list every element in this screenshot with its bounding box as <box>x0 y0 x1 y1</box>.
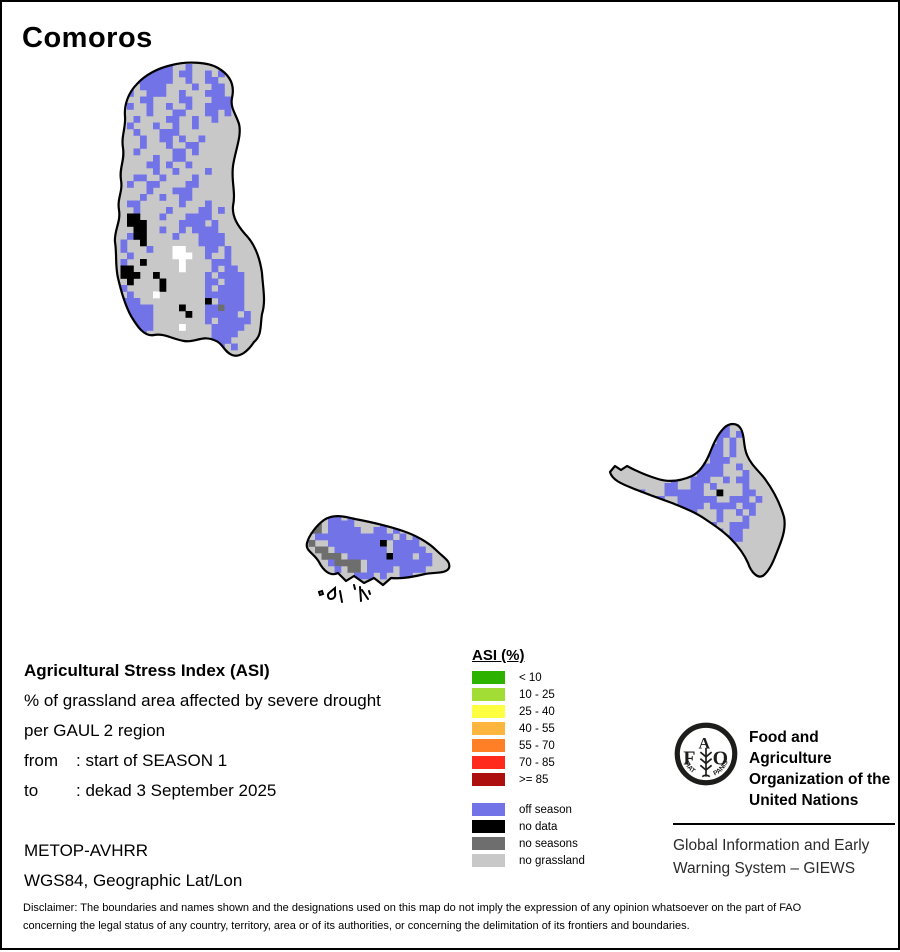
legend-extra-row: off season <box>472 803 585 816</box>
legend-extra-swatch <box>472 803 505 816</box>
fao-branding-top: F A O FIAT PANIS Food and Agriculture Or… <box>673 721 897 811</box>
legend-class-swatch <box>472 688 505 701</box>
legend-class-swatch <box>472 705 505 718</box>
legend-class-swatch <box>472 671 505 684</box>
legend-extra-list: off season no data no seasons no grassland <box>472 803 585 867</box>
islet <box>326 585 337 601</box>
giews-line: Warning System – GIEWS <box>673 860 856 877</box>
islet <box>368 590 371 595</box>
legend-class-label: < 10 <box>519 671 542 684</box>
legend-class-swatch <box>472 773 505 786</box>
legend-extra-row: no grassland <box>472 854 585 867</box>
giews-label: Global Information and Early Warning Sys… <box>673 834 897 880</box>
islet <box>339 590 343 603</box>
legend-class-row: >= 85 <box>472 773 585 786</box>
to-label: to <box>24 781 39 800</box>
legend-class-label: 25 - 40 <box>519 705 555 718</box>
asi-heading: Agricultural Stress Index (ASI) <box>24 661 270 680</box>
sensor-label: METOP-AVHRR <box>24 841 149 860</box>
org-name-line: Organization of the <box>749 771 891 788</box>
legend-class-list: < 10 10 - 25 25 - 40 40 - 55 55 - 70 70 - 85 >… <box>472 671 585 786</box>
island-southeast <box>608 422 786 578</box>
legend-class-row: 25 - 40 <box>472 705 585 718</box>
legend-class-label: 70 - 85 <box>519 756 555 769</box>
legend-extra-swatch <box>472 854 505 867</box>
fao-org-name: Food and Agriculture Organization of the… <box>749 721 897 811</box>
legend-class-label: 10 - 25 <box>519 688 555 701</box>
period-from-row: from : start of SEASON 1 <box>24 746 381 776</box>
legend-extra-label: no data <box>519 820 558 833</box>
source-block: METOP-AVHRR WGS84, Geographic Lat/Lon <box>24 836 242 896</box>
asi-description-line1: % of grassland area affected by severe d… <box>24 691 381 710</box>
disclaimer: Disclaimer: The boundaries and names sho… <box>23 900 801 935</box>
asi-description-line2: per GAUL 2 region <box>24 721 166 740</box>
legend-extra-label: no grassland <box>519 854 585 867</box>
disclaimer-line: Disclaimer: The boundaries and names sho… <box>23 902 802 914</box>
from-value: : start of SEASON 1 <box>76 751 228 770</box>
disclaimer-line: concerning the legal status of any count… <box>23 919 690 932</box>
legend-class-row: < 10 <box>472 671 585 684</box>
legend-extra-label: no seasons <box>519 837 578 850</box>
logo-letter-o: O <box>713 747 728 769</box>
fao-branding: F A O FIAT PANIS Food and Agriculture Or… <box>673 721 897 880</box>
islet <box>359 586 362 602</box>
islet <box>317 589 325 597</box>
legend-extra-swatch <box>472 820 505 833</box>
legend-class-row: 55 - 70 <box>472 739 585 752</box>
legend-class-label: 55 - 70 <box>519 739 555 752</box>
island-southwest-cells <box>308 516 433 580</box>
logo-letter-a: A <box>698 735 710 752</box>
legend-class-swatch <box>472 739 505 752</box>
legend-class-label: 40 - 55 <box>519 722 555 735</box>
legend-extra-row: no seasons <box>472 837 585 850</box>
projection-label: WGS84, Geographic Lat/Lon <box>24 871 243 890</box>
islet <box>353 584 356 590</box>
islet <box>361 589 369 600</box>
legend-title: ASI (%) <box>472 647 525 664</box>
island-north-outline <box>113 61 266 357</box>
island-north <box>113 61 266 357</box>
giews-line: Global Information and Early <box>673 837 870 854</box>
brand-divider <box>673 823 895 825</box>
legend-class-row: 40 - 55 <box>472 722 585 735</box>
wheat-ear-icon <box>699 748 713 778</box>
info-block: Agricultural Stress Index (ASI) % of gra… <box>24 656 381 806</box>
page-title: Comoros <box>22 22 153 54</box>
period-to-row: to : dekad 3 September 2025 <box>24 776 381 806</box>
legend-class-row: 10 - 25 <box>472 688 585 701</box>
legend-class-row: 70 - 85 <box>472 756 585 769</box>
island-north-cells <box>114 64 251 351</box>
logo-letter-f: F <box>683 747 695 769</box>
legend-class-swatch <box>472 756 505 769</box>
island-southeast-outline <box>608 422 786 578</box>
legend-extra-swatch <box>472 837 505 850</box>
island-southwest-outline <box>305 515 451 587</box>
from-label: from <box>24 751 58 770</box>
legend-gap <box>472 790 585 803</box>
org-name-line: Food and Agriculture <box>749 729 832 767</box>
legend-extra-row: no data <box>472 820 585 833</box>
legend-class-label: >= 85 <box>519 773 549 786</box>
legend: ASI (%) < 10 10 - 25 25 - 40 40 - 55 55 - 70… <box>472 647 585 871</box>
fao-logo-icon: F A O FIAT PANIS <box>674 722 738 786</box>
legend-class-swatch <box>472 722 505 735</box>
to-value: : dekad 3 September 2025 <box>76 781 277 800</box>
island-southwest <box>305 515 451 587</box>
org-name-line: United Nations <box>749 792 859 809</box>
legend-extra-label: off season <box>519 803 572 816</box>
